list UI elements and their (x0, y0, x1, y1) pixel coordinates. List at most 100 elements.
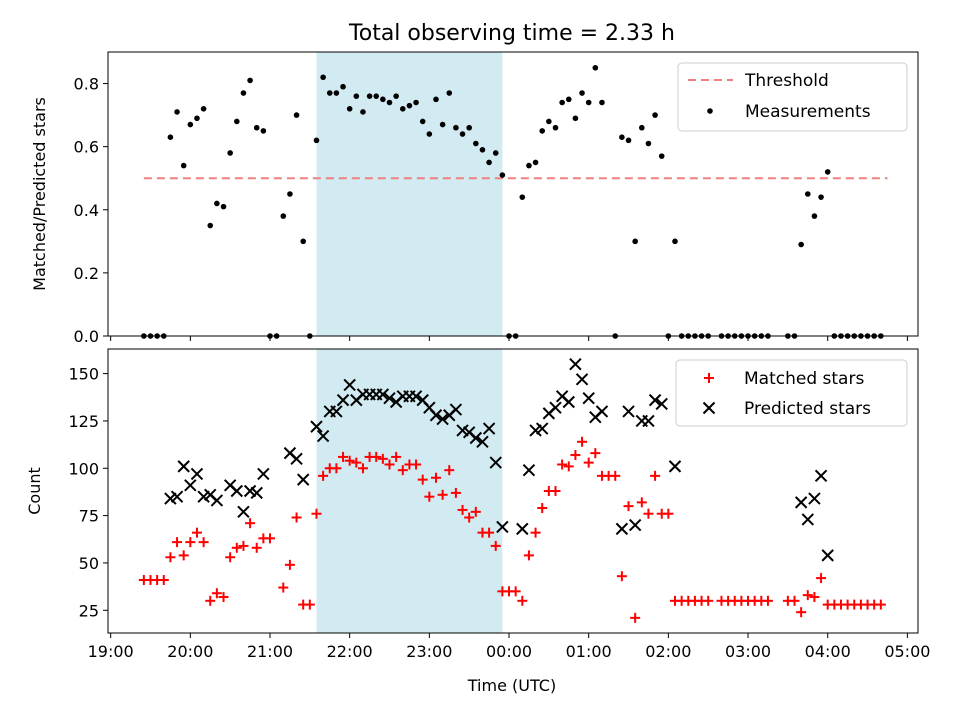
measurement-point (526, 162, 532, 169)
matched-stars-point (875, 599, 886, 610)
matched-stars-point (484, 527, 495, 538)
matched-stars-point (338, 451, 349, 462)
x-tick-label: 00:00 (486, 642, 532, 661)
matched-stars-point (377, 453, 388, 464)
measurement-point (260, 128, 267, 134)
y-tick-label: 0.8 (74, 75, 99, 94)
measurement-point (313, 137, 320, 144)
measurement-point (214, 200, 220, 207)
measurement-point (466, 124, 472, 131)
x-tick-label: 01:00 (566, 642, 612, 661)
measurement-point (180, 162, 187, 169)
matched-stars-point (550, 486, 561, 496)
matched-stars-point (371, 451, 382, 462)
measurement-point (473, 140, 479, 147)
predicted-stars-point (376, 388, 390, 401)
predicted-stars-point (808, 492, 821, 505)
x-tick-label: 05:00 (884, 642, 930, 661)
measurement-point (824, 169, 831, 175)
predicted-stars-point (562, 395, 575, 409)
matched-stars-point (158, 574, 169, 585)
predicted-stars-point (569, 357, 582, 371)
measurement-point (818, 194, 824, 200)
measurement-point (592, 64, 599, 71)
measurement-point (187, 121, 194, 128)
matched-stars-point (225, 552, 236, 563)
predicted-stars-point (821, 549, 834, 562)
measurement-point (253, 124, 260, 131)
matched-stars-point (178, 550, 189, 561)
legend-predicted-stars-label: Predicted stars (744, 399, 871, 419)
matched-stars-point (284, 559, 295, 570)
predicted-stars-point (801, 513, 814, 526)
measurement-point (373, 93, 380, 99)
matched-stars-point (437, 489, 448, 500)
predicted-stars-point (177, 460, 190, 473)
matched-stars-point (802, 590, 813, 601)
matched-stars-point (616, 571, 627, 582)
matched-stars-point (291, 512, 302, 523)
count-y-ticks: 25 50 75 100 125 150 (68, 365, 108, 620)
matched-stars-point (430, 472, 441, 483)
predicted-stars-point (184, 479, 197, 492)
matched-stars-point (251, 542, 262, 553)
matched-stars-point (391, 451, 402, 462)
matched-stars-point (490, 540, 501, 551)
matched-stars-point (245, 518, 256, 529)
measurement-point (652, 112, 658, 118)
y-tick-label: 50 (79, 554, 99, 573)
matched-stars-point (643, 508, 654, 519)
y-tick-label: 0.2 (74, 264, 99, 283)
y-tick-label: 125 (68, 412, 99, 431)
y-tick-label: 0.6 (74, 138, 99, 157)
matched-stars-point (265, 533, 275, 544)
matched-stars-point (464, 512, 475, 523)
matched-stars-point (510, 586, 521, 597)
predicted-stars-point (496, 520, 509, 534)
matched-stars-point (796, 607, 807, 618)
predicted-stars-point (250, 486, 263, 500)
predicted-stars-point (343, 378, 356, 392)
measurement-point (426, 131, 433, 137)
measurement-point (386, 99, 393, 106)
measurement-point (247, 77, 253, 84)
matched-stars-point (411, 459, 422, 470)
ratio-y-axis-label: Matched/Predicted stars (30, 97, 49, 291)
matched-stars-marker (704, 373, 714, 383)
matched-stars-point (590, 448, 601, 459)
measurement-point (552, 124, 559, 131)
matched-stars-point (304, 599, 315, 610)
matched-stars-point (450, 487, 461, 498)
predicted-stars-point (536, 422, 549, 435)
predicted-stars-point (237, 505, 250, 519)
measurement-point (380, 96, 386, 103)
x-tick-label: 20:00 (167, 642, 213, 661)
measurement-point (559, 99, 565, 106)
measurement-point (234, 118, 240, 125)
measurement-point (240, 90, 247, 96)
matched-stars-point (663, 508, 674, 519)
matched-stars-point (809, 592, 820, 603)
x-tick-label: 04:00 (805, 642, 851, 661)
measurement-point (804, 191, 811, 197)
measurement-point (333, 90, 340, 96)
matched-stars-point (205, 595, 216, 606)
predicted-stars-point (170, 490, 184, 503)
measurement-point (439, 121, 446, 128)
predicted-stars-point (622, 405, 635, 418)
matched-stars-point (311, 508, 322, 519)
measurement-point (619, 134, 625, 140)
measurement-point (413, 99, 419, 106)
legend-measurements-label: Measurements (745, 102, 871, 122)
matched-stars-point (577, 436, 588, 447)
measurement-point (798, 241, 804, 248)
measurement-point (546, 118, 552, 125)
matched-stars-point (191, 527, 202, 538)
measurement-point (406, 102, 413, 109)
predicted-stars-point (230, 484, 244, 498)
predicted-stars-point (668, 460, 682, 473)
measurement-point (492, 150, 499, 156)
measurement-point (300, 238, 306, 245)
observing-window-band-top (316, 52, 503, 336)
